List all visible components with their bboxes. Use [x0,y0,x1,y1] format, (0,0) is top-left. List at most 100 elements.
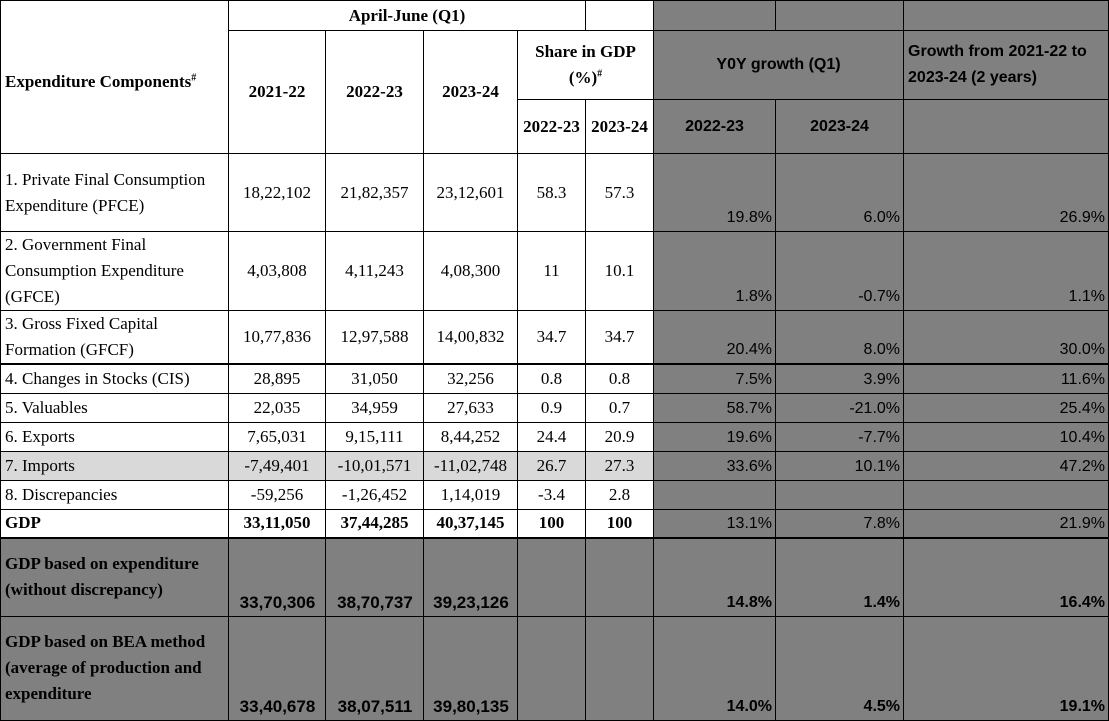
share-2022-23: 24.4 [516,421,587,452]
value-2021-22: 33,70,306 [228,537,326,617]
value-2021-22: 22,035 [228,392,326,423]
share-2023-24: 20.9 [585,421,655,452]
table-row: 3. Gross Fixed Capital Formation (GFCF) … [0,310,1109,365]
yoy-2022-23: 19.6% [653,421,777,452]
value-2022-23: 31,050 [325,363,424,394]
growth-2yr [903,479,1109,510]
components-header-sup: # [191,72,197,84]
yoy-2022-23: 33.6% [653,450,777,481]
growth-2yr: 16.4% [903,537,1109,617]
yoy-2022-23: 14.0% [653,615,777,721]
value-2021-22: 10,77,836 [228,310,326,365]
share-2022-23 [516,537,587,617]
share-2023-24 [585,615,655,721]
table-row: 5. Valuables 22,035 34,959 27,633 0.9 0.… [0,392,1109,423]
value-2022-23: -1,26,452 [325,479,424,510]
share-2022-23: 58.3 [516,153,587,232]
value-2022-23: 12,97,588 [325,310,424,365]
growth-2yr: 10.4% [903,421,1109,452]
yoy-2022-23: 14.8% [653,537,777,617]
yoy-2022-23: 20.4% [653,310,777,365]
row-label: 4. Changes in Stocks (CIS) [0,363,229,394]
table-row: GDP based on BEA method (average of prod… [0,615,1109,721]
year-header: 2023-24 [423,30,518,154]
value-2021-22: 33,11,050 [228,508,326,539]
table-row: GDP based on expenditure (without discre… [0,537,1109,617]
table-row: 7. Imports -7,49,401 -10,01,571 -11,02,7… [0,450,1109,481]
header-row-2: 2021-22 2022-23 2023-24 Share in GDP (%)… [1,30,1109,154]
value-2021-22: -59,256 [228,479,326,510]
share-2022-23: -3.4 [516,479,587,510]
share-2023-24: 100 [585,508,655,539]
value-2023-24: 40,37,145 [423,508,518,539]
header-row-3: 2022-23 2023-24 2022-23 2023-24 [1,99,1109,154]
yoy-2022-23: 1.8% [653,231,777,311]
growth2-blank [903,99,1109,154]
year-header: 2022-23 [325,30,424,154]
value-2023-24: 39,80,135 [423,615,518,721]
value-2023-24: 39,23,126 [423,537,518,617]
yoy-2022-23: 19.8% [653,153,777,232]
growth2-header: Growth from 2021-22 to 2023-24 (2 years) [903,30,1109,100]
share-2022-23: 100 [516,508,587,539]
yoy-2023-24: 1.4% [775,537,905,617]
yoy-2022-23: 13.1% [653,508,777,539]
share-2022-23: 0.8 [516,363,587,394]
value-2023-24: 27,633 [423,392,518,423]
yoy-2022-23: 7.5% [653,363,777,394]
value-2021-22: 4,03,808 [228,231,326,311]
header-blank-grey [653,0,777,31]
growth-2yr: 19.1% [903,615,1109,721]
value-2021-22: 28,895 [228,363,326,394]
share-2022-23: 0.9 [516,392,587,423]
value-2022-23: 9,15,111 [325,421,424,452]
share-2023-24: 34.7 [585,310,655,365]
yoy-2023-24: -0.7% [775,231,905,311]
share-header-label: Share in GDP (%) [535,42,636,87]
value-2022-23: 38,07,511 [325,615,424,721]
value-2023-24: 23,12,601 [423,153,518,232]
yoy-2023-24: -21.0% [775,392,905,423]
growth-2yr: 30.0% [903,310,1109,365]
value-2021-22: 18,22,102 [228,153,326,232]
row-label: 7. Imports [0,450,229,481]
value-2022-23: 38,70,737 [325,537,424,617]
share-2023-24: 0.7 [585,392,655,423]
value-2021-22: 33,40,678 [228,615,326,721]
yoy-2022-23 [653,479,777,510]
row-label: GDP based on expenditure (without discre… [0,537,229,617]
share-2022-23: 34.7 [516,310,587,365]
table-row: 6. Exports 7,65,031 9,15,111 8,44,252 24… [0,421,1109,452]
yoy-2022-23: 58.7% [653,392,777,423]
share-2022-23 [516,615,587,721]
yoy-2023-24: 8.0% [775,310,905,365]
table-row: 1. Private Final Consumption Expenditure… [0,153,1109,232]
growth-2yr: 1.1% [903,231,1109,311]
components-header-label: Expenditure Components [5,72,192,91]
yoy-2023-24: 6.0% [775,153,905,232]
value-2022-23: -10,01,571 [325,450,424,481]
value-2023-24: 32,256 [423,363,518,394]
growth-2yr: 26.9% [903,153,1109,232]
value-2023-24: 1,14,019 [423,479,518,510]
header-blank-grey [903,0,1109,31]
share-2023-24: 57.3 [585,153,655,232]
value-2021-22: 7,65,031 [228,421,326,452]
share-2022-23: 26.7 [516,450,587,481]
growth-2yr: 47.2% [903,450,1109,481]
value-2023-24: -11,02,748 [423,450,518,481]
yoy-2023-24 [775,479,905,510]
table-row: GDP 33,11,050 37,44,285 40,37,145 100 10… [0,508,1109,539]
yoy-year-header: 2023-24 [775,99,905,154]
row-label: GDP based on BEA method (average of prod… [0,615,229,721]
share-header: Share in GDP (%)# [516,30,655,100]
growth-2yr: 11.6% [903,363,1109,394]
growth-2yr: 25.4% [903,392,1109,423]
yoy-2023-24: 10.1% [775,450,905,481]
header-blank [585,0,655,31]
row-label: 5. Valuables [0,392,229,423]
table-row: 8. Discrepancies -59,256 -1,26,452 1,14,… [0,479,1109,510]
share-2023-24 [585,537,655,617]
yoy-year-header: 2022-23 [653,99,777,154]
